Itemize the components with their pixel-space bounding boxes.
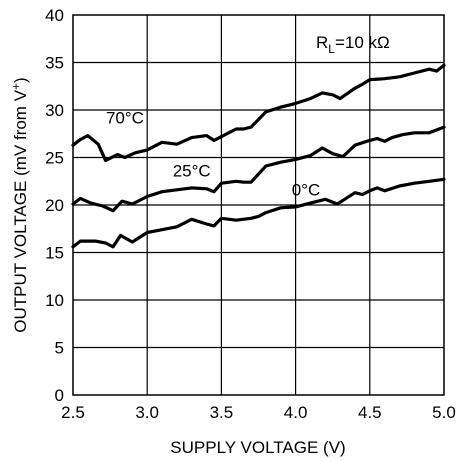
- series-label: 70°C: [106, 108, 144, 127]
- y-tick-label: 35: [45, 54, 64, 73]
- series-layer: [71, 63, 446, 249]
- y-tick-label: 15: [45, 244, 64, 263]
- series-label: 0°C: [292, 181, 321, 200]
- series-line: [71, 177, 446, 249]
- y-tick-label: 40: [45, 6, 64, 25]
- y-axis-title: OUTPUT VOLTAGE (mV from V+): [9, 77, 30, 332]
- y-tick-label: 30: [45, 101, 64, 120]
- x-tick-label: 2.5: [61, 403, 85, 422]
- y-tick-label: 5: [55, 339, 64, 358]
- x-tick-label: 3.0: [135, 403, 159, 422]
- y-tick-label: 25: [45, 149, 64, 168]
- series-labels: 70°C 25°C 0°C: [106, 108, 320, 199]
- y-tick-label: 20: [45, 196, 64, 215]
- x-axis-title: SUPPLY VOLTAGE (V): [170, 438, 345, 457]
- y-tick-labels: 0 5 10 15 20 25 30 35 40: [45, 6, 64, 405]
- series-line: [71, 63, 446, 162]
- x-tick-label: 3.5: [210, 403, 234, 422]
- y-tick-label: 0: [55, 386, 64, 405]
- x-tick-label: 4.0: [284, 403, 308, 422]
- series-label: 25°C: [173, 162, 211, 181]
- x-tick-label: 5.0: [432, 403, 456, 422]
- load-annotation: RL=10 kΩ: [316, 33, 390, 56]
- grid-layer: [73, 15, 444, 395]
- y-tick-label: 10: [45, 291, 64, 310]
- x-tick-label: 4.5: [358, 403, 382, 422]
- x-tick-labels: 2.5 3.0 3.5 4.0 4.5 5.0: [61, 403, 456, 422]
- series-line: [71, 125, 446, 213]
